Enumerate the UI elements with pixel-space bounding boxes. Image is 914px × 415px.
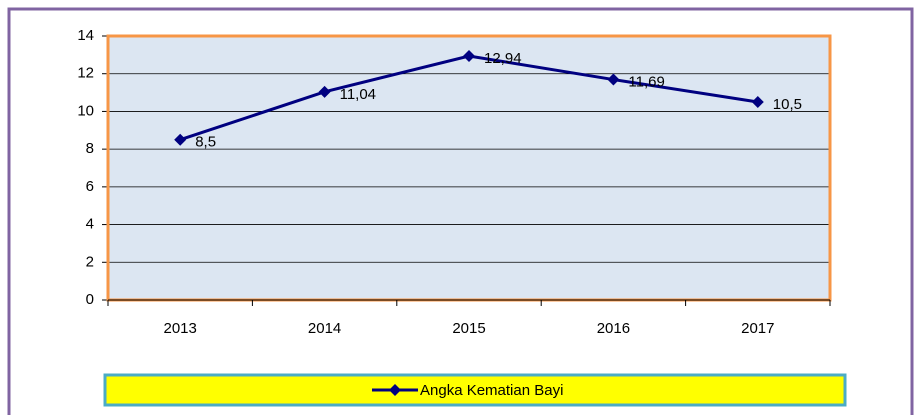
point <box>174 133 187 146</box>
data-label: 10,5 <box>773 96 802 113</box>
legend-label: Angka Kematian Bayi <box>420 382 563 399</box>
y-tick-label: 14 <box>77 27 94 44</box>
x-tick-label: 2013 <box>164 320 197 337</box>
x-tick-label: 2015 <box>452 320 485 337</box>
point <box>751 96 764 108</box>
y-tick-label: 6 <box>86 178 94 195</box>
data-label: 8,5 <box>195 134 216 151</box>
data-label: 12,94 <box>484 50 522 67</box>
x-tick-label: 2016 <box>597 320 630 337</box>
data-label: 11,04 <box>340 86 376 103</box>
data-label: 11,69 <box>628 74 664 91</box>
y-tick-label: 2 <box>86 253 94 270</box>
x-tick-label: 2017 <box>741 320 774 337</box>
y-tick-label: 4 <box>86 216 94 233</box>
legend-marker <box>389 384 401 396</box>
plot-area <box>108 36 830 300</box>
point <box>318 85 331 98</box>
y-tick-label: 0 <box>86 291 94 308</box>
point <box>607 73 620 86</box>
point <box>463 49 475 62</box>
y-tick-label: 12 <box>77 65 94 82</box>
x-tick-label: 2014 <box>308 320 341 337</box>
y-tick-label: 8 <box>86 140 94 157</box>
y-tick-label: 10 <box>77 102 94 119</box>
legend-box <box>103 373 847 407</box>
